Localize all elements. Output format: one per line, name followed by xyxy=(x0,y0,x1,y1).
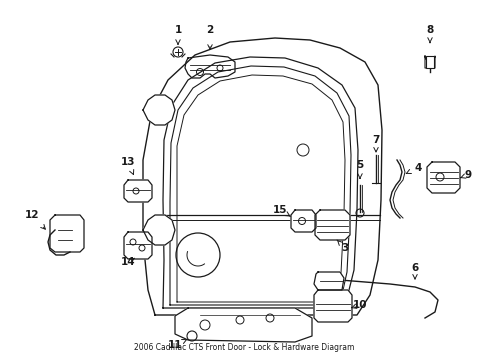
Polygon shape xyxy=(124,232,152,259)
Text: 11: 11 xyxy=(167,340,182,350)
Polygon shape xyxy=(313,290,351,322)
Text: 2006 Cadillac CTS Front Door - Lock & Hardware Diagram: 2006 Cadillac CTS Front Door - Lock & Ha… xyxy=(134,343,354,352)
Polygon shape xyxy=(314,210,349,240)
Polygon shape xyxy=(124,180,152,202)
Polygon shape xyxy=(313,272,343,290)
Polygon shape xyxy=(50,215,84,252)
Text: 7: 7 xyxy=(371,135,379,145)
Text: 12: 12 xyxy=(25,210,39,220)
Polygon shape xyxy=(175,308,311,342)
Polygon shape xyxy=(142,215,175,245)
Text: 5: 5 xyxy=(356,160,363,170)
Text: 3: 3 xyxy=(341,243,348,253)
Polygon shape xyxy=(426,162,459,193)
Text: 9: 9 xyxy=(464,170,470,180)
Polygon shape xyxy=(290,210,315,232)
Text: 13: 13 xyxy=(121,157,135,167)
FancyBboxPatch shape xyxy=(425,56,433,68)
Polygon shape xyxy=(142,95,175,125)
Text: 1: 1 xyxy=(174,25,181,35)
Text: 4: 4 xyxy=(413,163,421,173)
Text: 15: 15 xyxy=(272,205,286,215)
Text: 8: 8 xyxy=(426,25,433,35)
Text: 2: 2 xyxy=(206,25,213,35)
Text: 14: 14 xyxy=(121,257,135,267)
Text: 10: 10 xyxy=(352,300,366,310)
Text: 6: 6 xyxy=(410,263,418,273)
